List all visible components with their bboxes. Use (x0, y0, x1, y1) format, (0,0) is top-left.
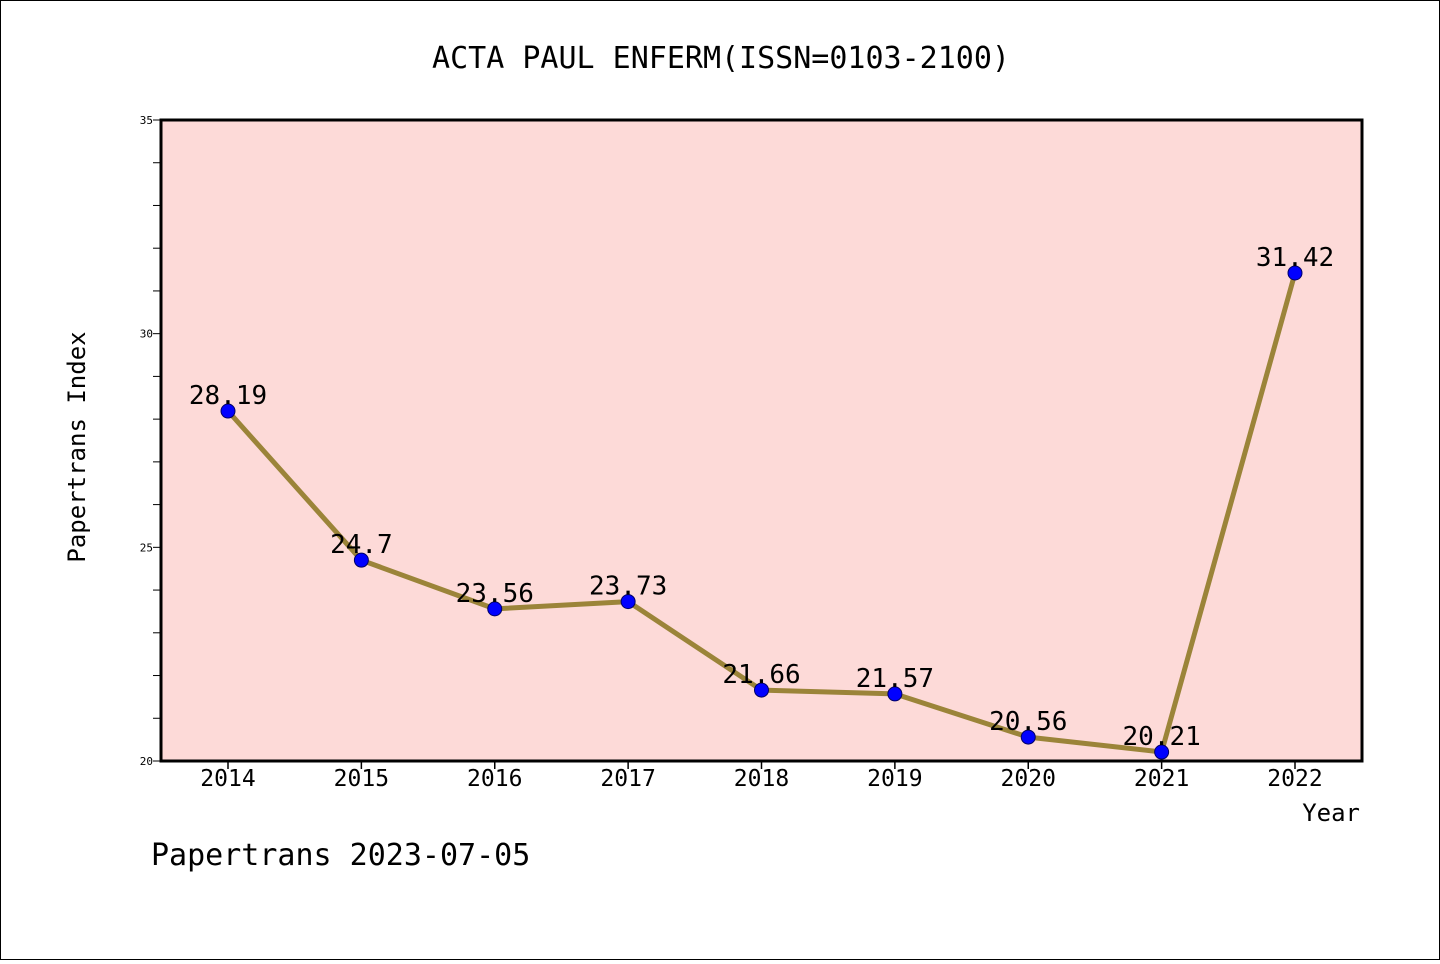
data-label: 23.56 (456, 579, 534, 609)
x-tick-label: 2018 (734, 766, 789, 792)
data-point (887, 686, 903, 702)
x-tick-label: 2014 (200, 766, 255, 792)
y-tick-label: 25 (140, 541, 153, 554)
data-point (487, 601, 503, 617)
series-layer: 28.19 24.7 23.56 23.73 21.66 21.57 20.56 20.21 3… (189, 243, 1334, 760)
x-axis: 2014 2015 2016 2017 2018 2019 2020 2021 2022 (200, 761, 1323, 792)
x-tick-label: 2021 (1134, 766, 1189, 792)
y-tick-label: 35 (140, 114, 153, 127)
data-label: 23.73 (589, 572, 667, 602)
x-axis-label: Year (1302, 799, 1360, 827)
data-label: 21.57 (856, 664, 934, 694)
data-point (220, 403, 236, 419)
y-tick-label: 20 (140, 755, 153, 768)
data-point (1287, 265, 1303, 281)
data-point (754, 682, 769, 698)
data-label: 20.21 (1122, 722, 1200, 752)
x-tick-label: 2019 (867, 766, 922, 792)
footer-text: Papertrans 2023-07-05 (151, 838, 530, 873)
data-label: 31.42 (1256, 243, 1334, 273)
y-axis-label: Papertrans Index (63, 331, 91, 562)
x-tick-label: 2017 (600, 766, 655, 792)
data-label: 20.56 (989, 707, 1067, 737)
x-tick-label: 2022 (1267, 766, 1322, 792)
data-point (620, 594, 636, 610)
data-point (1020, 729, 1036, 745)
plot-area (159, 118, 1364, 763)
x-tick-label: 2015 (334, 766, 389, 792)
data-label: 28.19 (189, 381, 267, 411)
chart-title: ACTA PAUL ENFERM(ISSN=0103-2100) (432, 41, 1010, 76)
x-tick-label: 2016 (467, 766, 522, 792)
y-axis: 20 25 30 35 (140, 114, 161, 768)
x-tick-label: 2020 (1001, 766, 1056, 792)
y-tick-label: 30 (140, 328, 153, 341)
data-point (353, 552, 369, 568)
data-label: 21.66 (722, 660, 800, 690)
data-point (1154, 744, 1170, 760)
data-label: 24.7 (330, 530, 393, 560)
